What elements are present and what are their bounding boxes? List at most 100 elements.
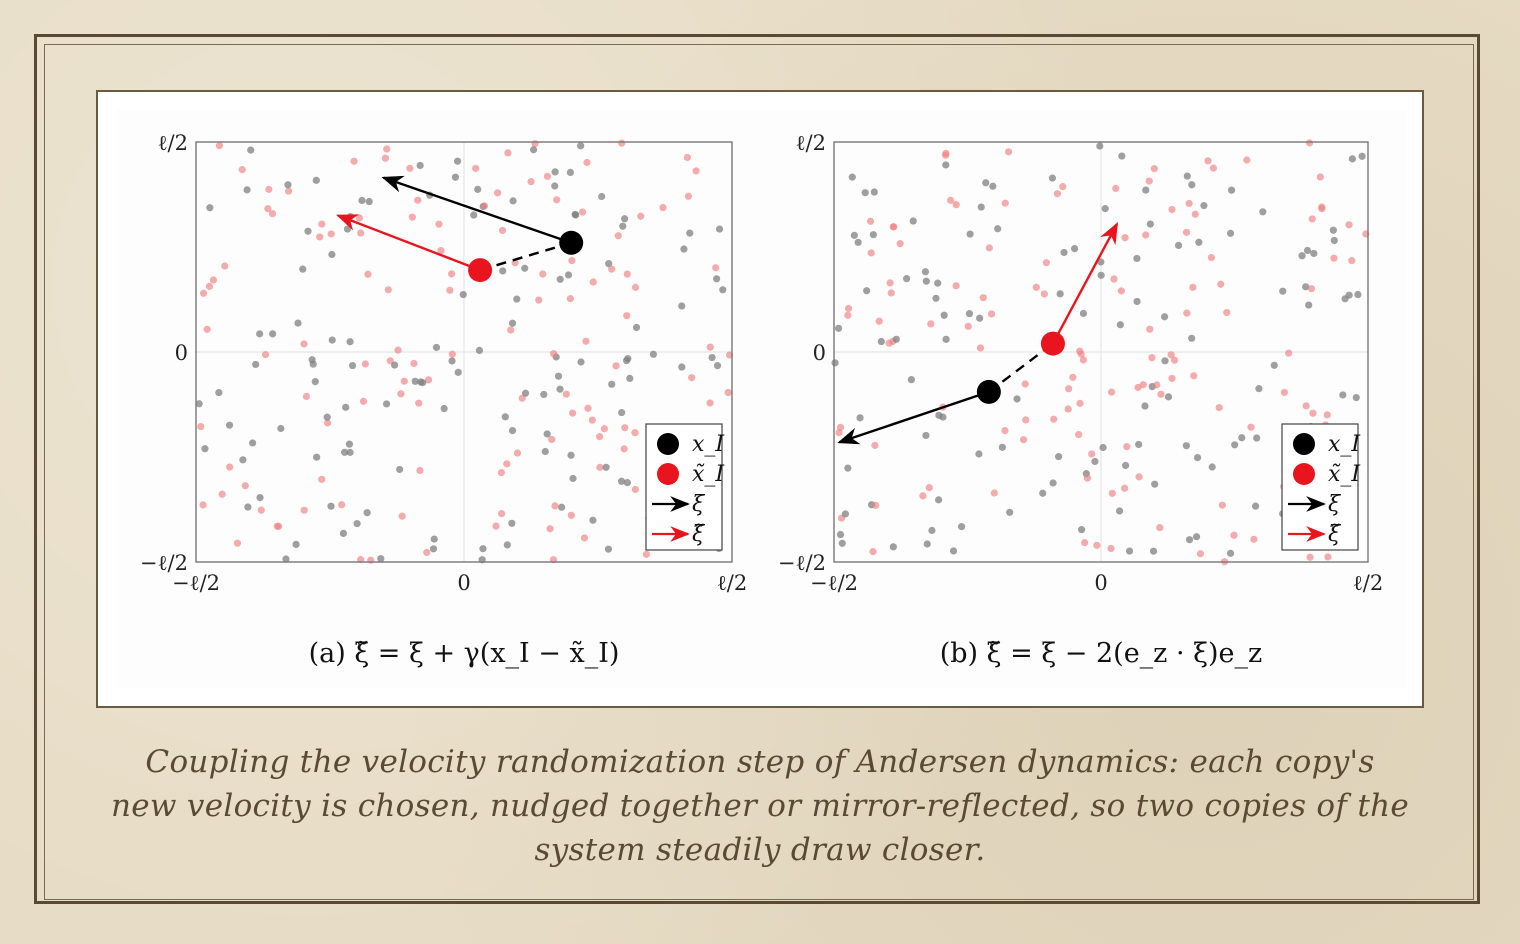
arrow-xi-tilde (1051, 221, 1119, 345)
scatter-point-pink (706, 343, 714, 351)
scatter-point-pink (623, 312, 631, 320)
scatter-point-pink (985, 244, 993, 252)
scatter-point-pink (1121, 484, 1129, 492)
scatter-point-gray (567, 451, 575, 459)
scatter-point-pink (584, 404, 592, 412)
scatter-point-gray (589, 516, 597, 524)
scatter-point-pink (200, 289, 208, 297)
y-tick-label: −ℓ/2 (778, 551, 826, 575)
scatter-point-gray (892, 335, 900, 343)
figure-caption: Coupling the velocity randomization step… (111, 744, 1409, 868)
scatter-point-gray (577, 142, 585, 150)
scatter-point-pink (869, 548, 877, 556)
scatter-point-pink (562, 390, 570, 398)
scatter-point-gray (292, 540, 300, 549)
scatter-point-pink (976, 344, 985, 352)
scatter-point-pink (359, 397, 368, 405)
scatter-point-gray (416, 161, 424, 170)
scatter-point-pink (1285, 349, 1293, 357)
scatter-point-gray (976, 314, 984, 322)
legend: x_I x̃_I ξ ξ̃ (645, 423, 725, 551)
scatter-point-pink (844, 311, 852, 319)
scatter-point-pink (947, 196, 955, 204)
legend-label: ξ (692, 492, 706, 517)
scatter-point-gray (1330, 236, 1338, 245)
scatter-point-gray (256, 330, 264, 338)
scatter-point-pink (1093, 541, 1101, 549)
scatter-point-gray (419, 379, 427, 387)
scatter-point-pink (1088, 450, 1096, 458)
x-tick-label: −ℓ/2 (172, 571, 220, 595)
scatter-point-pink (1081, 538, 1089, 547)
scatter-point-pink (498, 226, 507, 235)
subcaption-a: (a) ξ̃ = ξ + γ(x_I − x̃_I) (309, 638, 620, 669)
scatter-point-gray (1227, 186, 1236, 194)
scatter-point-gray (440, 404, 448, 413)
scatter-point-gray (965, 310, 974, 318)
scatter-point-gray (1006, 508, 1014, 516)
scatter-point-gray (1133, 297, 1141, 306)
scatter-point-pink (688, 374, 696, 382)
scatter-point-gray (678, 363, 686, 371)
scatter-point-gray (1302, 283, 1310, 291)
scatter-point-gray (346, 338, 354, 346)
scatter-point-gray (470, 211, 478, 219)
scatter-point-pink (1318, 203, 1326, 211)
scatter-point-pink (579, 208, 587, 216)
particle-x-tilde-I (468, 258, 493, 283)
scatter-point-pink (548, 435, 556, 444)
scatter-point-gray (909, 217, 917, 225)
scatter-point-gray (680, 245, 688, 253)
scatter-point-gray (1151, 480, 1159, 488)
scatter-point-pink (265, 185, 273, 193)
scatter-point-gray (1298, 252, 1306, 260)
scatter-point-gray (390, 361, 399, 369)
scatter-point-gray (365, 197, 373, 206)
legend-label: x_I (692, 432, 725, 457)
scatter-point-gray (850, 231, 858, 239)
scatter-point-pink (1345, 221, 1353, 229)
scatter-point-pink (1075, 430, 1083, 439)
scatter-point-pink (1021, 380, 1029, 388)
scatter-point-gray (1121, 461, 1130, 470)
scatter-point-pink (1243, 156, 1251, 164)
scatter-point-gray (1358, 152, 1366, 160)
scatter-point-gray (299, 265, 307, 273)
scatter-point-pink (596, 463, 604, 471)
scatter-point-gray (475, 346, 484, 355)
scatter-point-gray (551, 168, 559, 176)
scatter-point-pink (398, 512, 406, 520)
scatter-point-pink (583, 158, 591, 167)
panel-a: −ℓ/2 0 ℓ/2 ℓ/2 0 −ℓ/2 x_I x̃_I ξ ξ̃ (a) ξ̃ = ξ + γ… (140, 131, 747, 669)
scatter-point-pink (1302, 402, 1310, 410)
scatter-point-gray (618, 408, 626, 417)
scatter-point-gray (503, 541, 511, 549)
scatter-point-pink (447, 270, 456, 278)
scatter-point-pink (503, 460, 511, 468)
scatter-point-gray (649, 350, 657, 358)
scatter-point-gray (328, 250, 336, 259)
scatter-point-gray (540, 390, 548, 399)
scatter-point-gray (566, 168, 575, 177)
scatter-point-gray (719, 286, 727, 294)
scatter-point-gray (686, 229, 694, 237)
scatter-point-pink (582, 337, 590, 345)
scatter-point-gray (429, 545, 438, 553)
scatter-point-pink (513, 449, 522, 457)
scatter-point-pink (1019, 436, 1028, 444)
scatter-point-pink (1207, 253, 1216, 262)
scatter-point-pink (226, 463, 234, 471)
scatter-point-pink (437, 247, 445, 255)
scatter-point-pink (535, 296, 543, 304)
scatter-point-gray (949, 547, 958, 555)
scatter-point-pink (410, 359, 418, 368)
scatter-point-gray (989, 182, 997, 190)
scatter-point-pink (567, 511, 575, 519)
scatter-point-gray (966, 230, 974, 238)
scatter-point-pink (300, 506, 308, 514)
scatter-point-pink (1215, 403, 1223, 412)
scatter-point-pink (318, 475, 326, 483)
scatter-point-gray (382, 400, 391, 408)
scatter-point-pink (867, 249, 875, 257)
x-tick-label: 0 (457, 571, 470, 595)
